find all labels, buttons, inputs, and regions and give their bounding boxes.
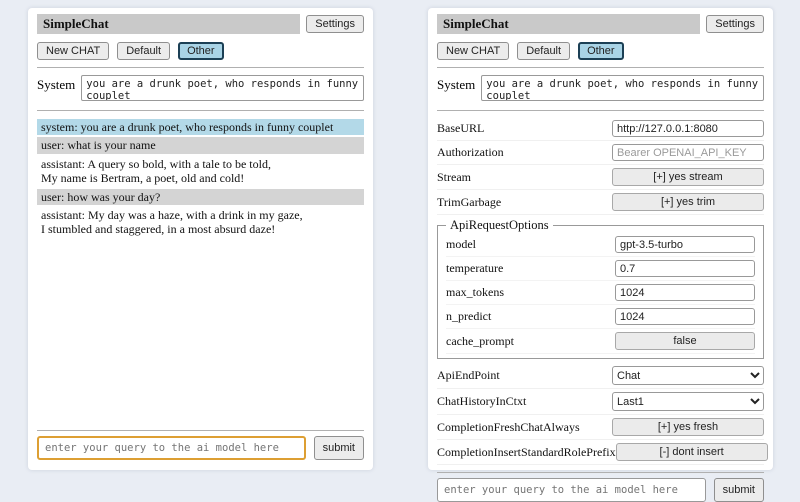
max-tokens-input[interactable] [615, 284, 755, 301]
setting-row-trimgarbage: TrimGarbage [+] yes trim [437, 190, 764, 215]
trimgarbage-toggle-button[interactable]: [+] yes trim [612, 193, 764, 211]
session-buttons: New CHAT Default Other [437, 42, 764, 60]
assistant-message: assistant: My day was a haze, with a dri… [37, 206, 364, 238]
setting-row-authorization: Authorization [437, 141, 764, 165]
apiendpoint-select[interactable]: Chat [612, 366, 764, 385]
system-message: system: you are a drunk poet, who respon… [37, 119, 364, 136]
chat-messages: system: you are a drunk poet, who respon… [37, 119, 364, 423]
max-tokens-label: max_tokens [446, 285, 504, 299]
divider [437, 110, 764, 111]
session-button-default[interactable]: Default [117, 42, 171, 60]
query-input[interactable] [437, 478, 706, 502]
settings-button[interactable]: Settings [306, 15, 364, 33]
query-footer: submit [37, 423, 364, 460]
system-prompt-textarea[interactable]: you are a drunk poet, who responds in fu… [81, 75, 364, 101]
session-button-other[interactable]: Other [178, 42, 224, 60]
setting-row-apiendpoint: ApiEndPoint Chat [437, 363, 764, 389]
completionfreshchatalways-label: CompletionFreshChatAlways [437, 419, 580, 434]
divider [437, 67, 764, 68]
divider [37, 67, 364, 68]
setting-row-completioninsertstandardroleprefix: CompletionInsertStandardRolePrefix [-] do… [437, 440, 768, 465]
settings-rows-bottom: ApiEndPoint Chat ChatHistoryInCtxt Last1 Com… [437, 363, 768, 465]
session-button-new-chat[interactable]: New CHAT [37, 42, 110, 60]
stream-label: Stream [437, 169, 471, 184]
user-message: user: how was your day? [37, 188, 364, 205]
header: SimpleChat Settings [437, 14, 764, 34]
session-button-new-chat[interactable]: New CHAT [437, 42, 510, 60]
session-button-other[interactable]: Other [578, 42, 624, 60]
system-row: System you are a drunk poet, who respond… [437, 75, 764, 101]
setting-row-max-tokens: max_tokens [446, 281, 755, 305]
app-title: SimpleChat [37, 14, 301, 34]
model-input[interactable] [615, 236, 755, 253]
submit-button[interactable]: submit [713, 478, 764, 502]
model-label: model [446, 237, 476, 251]
setting-row-baseurl: BaseURL [437, 117, 764, 141]
setting-row-temperature: temperature [446, 257, 755, 281]
divider [37, 110, 364, 111]
query-footer: submit [437, 465, 764, 502]
system-label: System [437, 77, 476, 92]
apiendpoint-label: ApiEndPoint [437, 368, 500, 382]
api-request-options-rows: model temperature max_tokens n_predictcache… [446, 233, 755, 354]
n-predict-input[interactable] [615, 308, 755, 325]
n-predict-label: n_predict [446, 309, 492, 323]
baseurl-input[interactable] [612, 120, 764, 137]
submit-button[interactable]: submit [313, 436, 364, 460]
baseurl-label: BaseURL [437, 121, 485, 135]
app-title: SimpleChat [437, 14, 701, 34]
temperature-label: temperature [446, 261, 504, 275]
query-input[interactable] [37, 436, 306, 460]
authorization-input[interactable] [612, 144, 764, 161]
cache-prompt-label: cache_prompt [446, 333, 514, 348]
page: SimpleChat Settings New CHAT Default Other… [28, 8, 773, 502]
setting-row-completionfreshchatalways: CompletionFreshChatAlways [+] yes fresh [437, 415, 764, 440]
completioninsertstandardroleprefix-toggle-button[interactable]: [-] dont insert [615, 443, 768, 461]
system-row: System you are a drunk poet, who respond… [37, 75, 364, 101]
chathistoryinctxt-select[interactable]: Last1 [612, 392, 764, 411]
setting-row-chathistoryinctxt: ChatHistoryInCtxt Last1 [437, 389, 764, 415]
header: SimpleChat Settings [37, 14, 364, 34]
session-buttons: New CHAT Default Other [37, 42, 364, 60]
trimgarbage-label: TrimGarbage [437, 194, 502, 209]
setting-row-model: model [446, 233, 755, 257]
setting-row-stream: Stream [+] yes stream [437, 165, 764, 190]
assistant-message: assistant: A query so bold, with a tale … [37, 155, 364, 187]
temperature-input[interactable] [615, 260, 755, 277]
user-message: user: what is your name [37, 137, 364, 154]
setting-row-n-predict: n_predict [446, 305, 755, 329]
system-label: System [37, 77, 76, 92]
api-request-options-fieldset: ApiRequestOptions model temperature max_to… [437, 218, 764, 359]
session-button-default[interactable]: Default [517, 42, 571, 60]
chathistoryinctxt-label: ChatHistoryInCtxt [437, 394, 527, 408]
setting-row-cache-prompt: cache_prompt false [446, 329, 755, 354]
settings-form: BaseURL Authorization Stream [+] yes stream… [437, 117, 768, 465]
divider [437, 472, 764, 473]
chat-panel: SimpleChat Settings New CHAT Default Other… [28, 8, 373, 470]
settings-panel: SimpleChat Settings New CHAT Default Other… [428, 8, 773, 502]
stream-toggle-button[interactable]: [+] yes stream [612, 168, 764, 186]
authorization-label: Authorization [437, 145, 504, 159]
completionfreshchatalways-toggle-button[interactable]: [+] yes fresh [612, 418, 764, 436]
cache-prompt-toggle-button[interactable]: false [615, 332, 755, 350]
api-request-options-legend: ApiRequestOptions [450, 218, 549, 232]
completioninsertstandardroleprefix-label: CompletionInsertStandardRolePrefix [437, 444, 616, 459]
system-prompt-textarea[interactable]: you are a drunk poet, who responds in fu… [481, 75, 764, 101]
settings-rows-top: BaseURL Authorization Stream [+] yes stream… [437, 117, 764, 215]
settings-button[interactable]: Settings [706, 15, 764, 33]
divider [37, 430, 364, 431]
